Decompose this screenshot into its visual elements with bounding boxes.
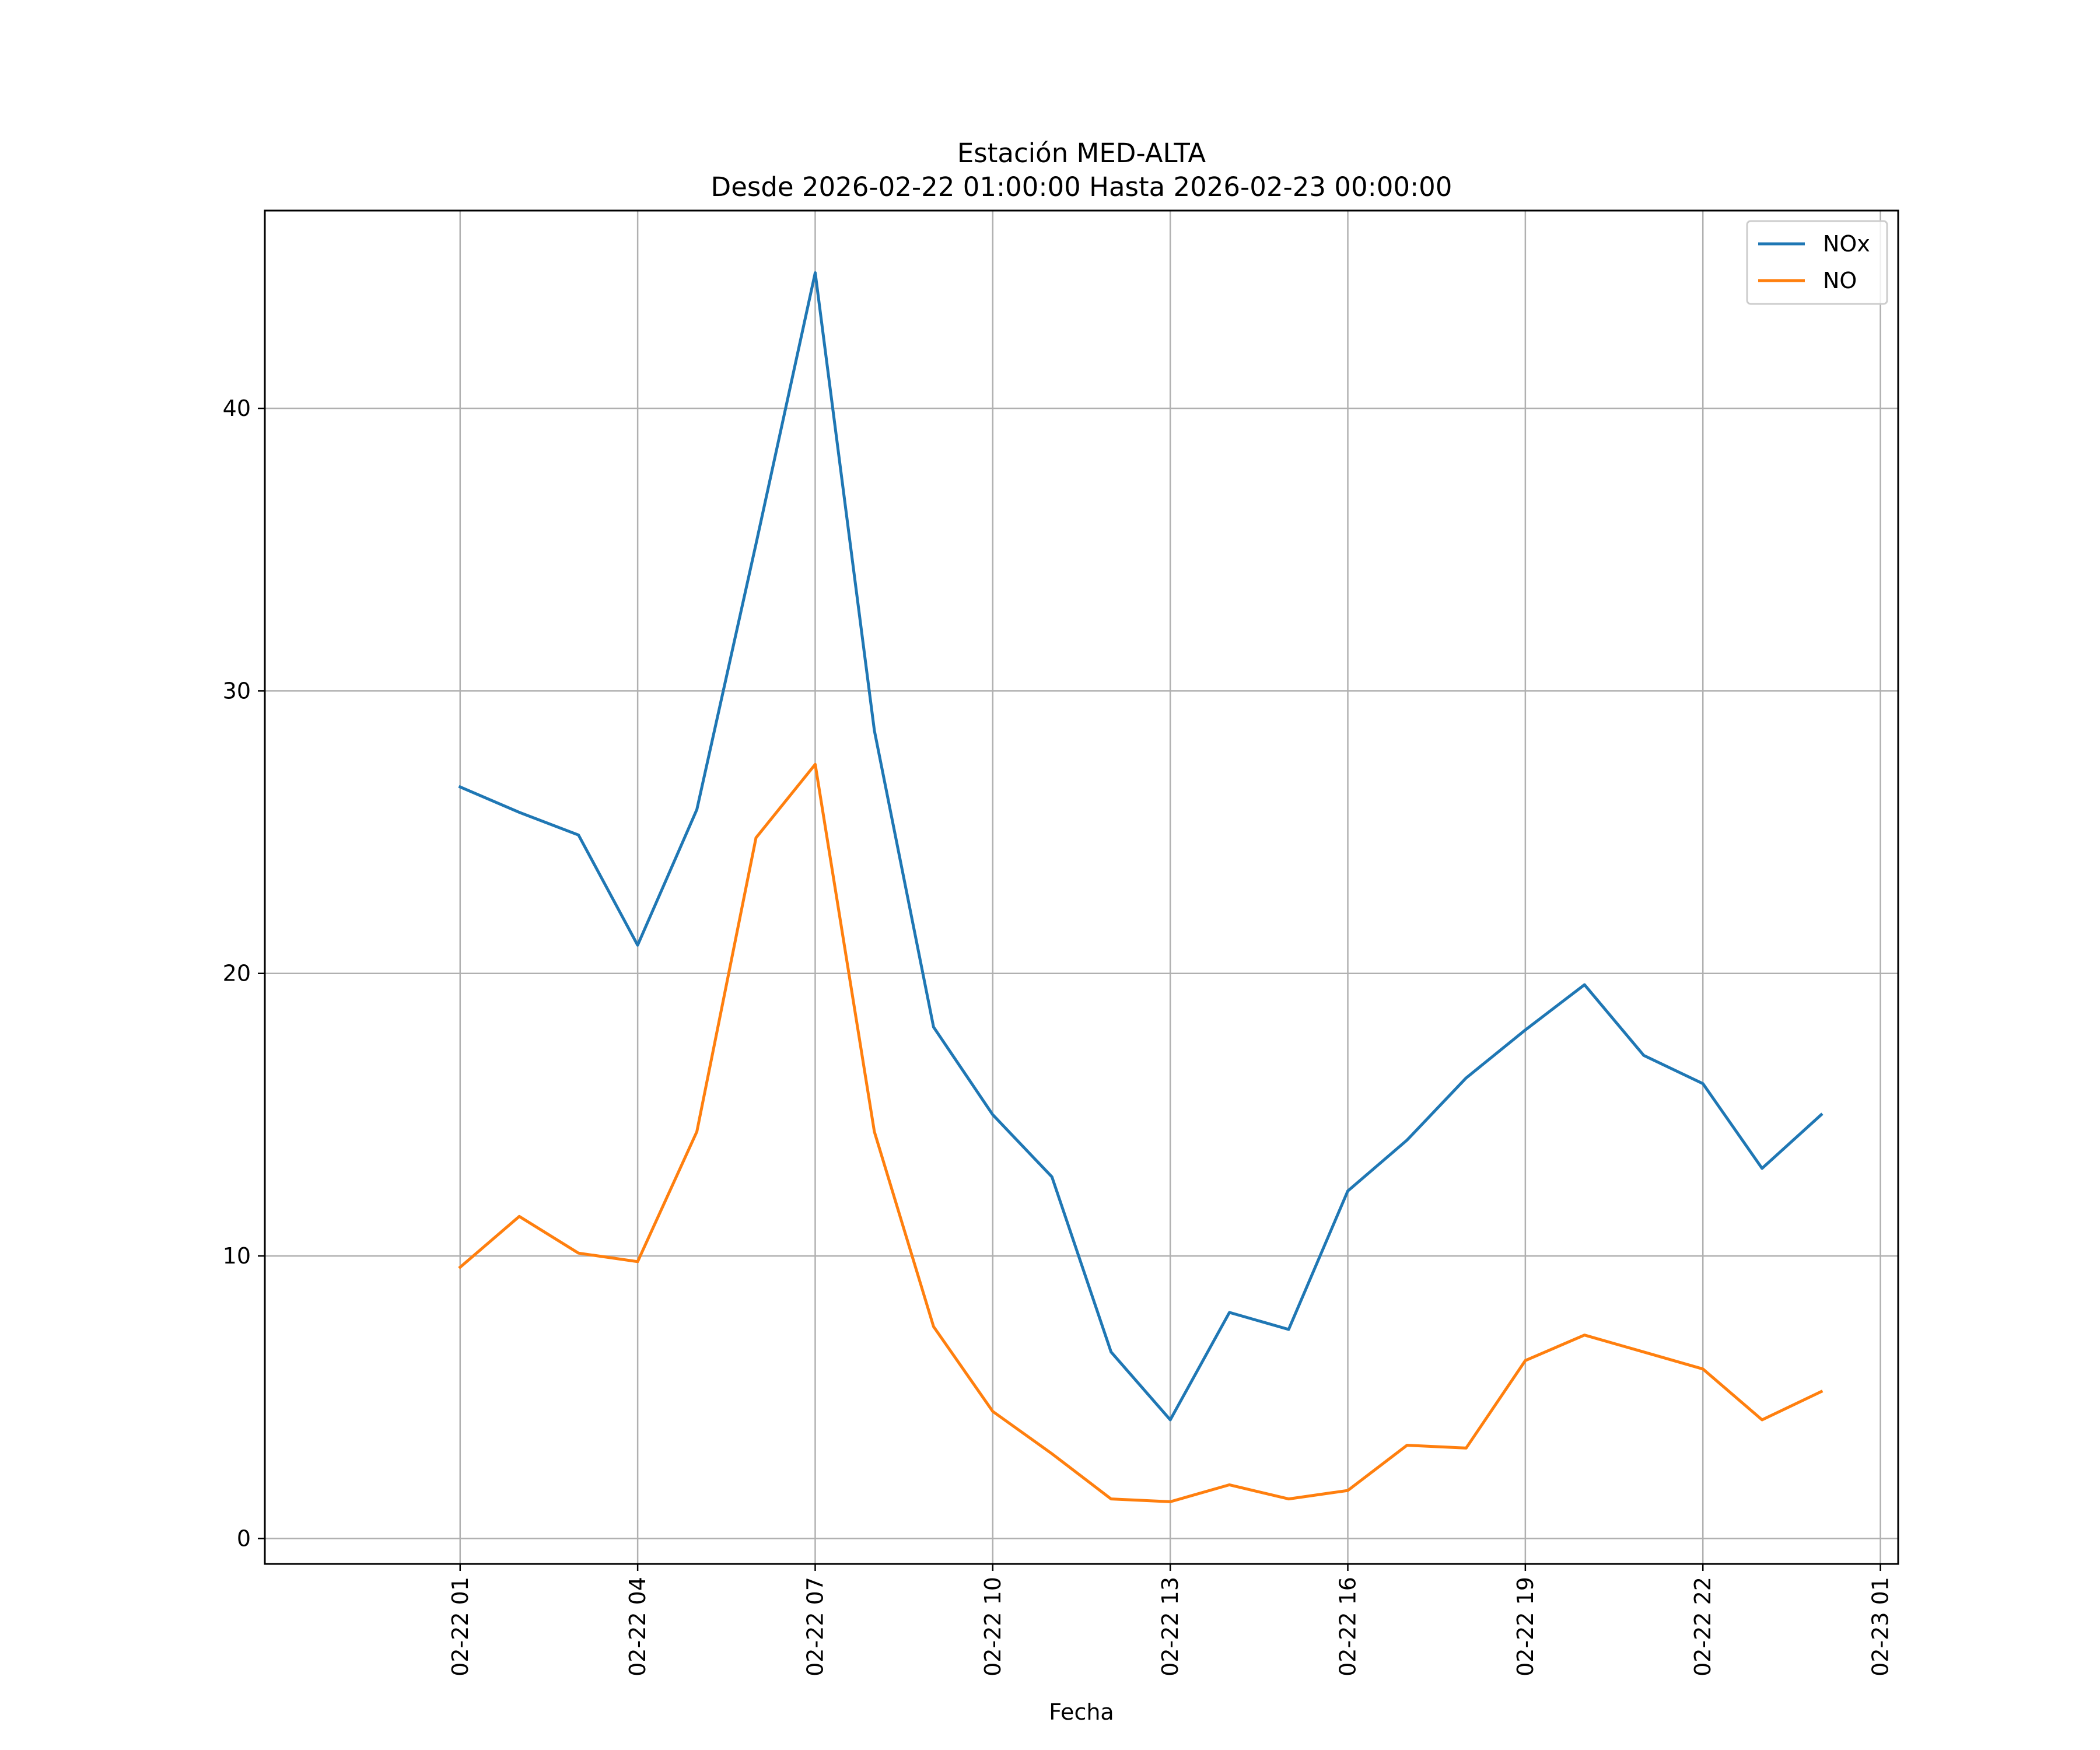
y-tick-label: 0 — [237, 1525, 251, 1551]
x-tick-label: 02-22 19 — [1513, 1577, 1538, 1676]
series-line-no — [458, 762, 1824, 1503]
y-tick-label: 20 — [223, 961, 251, 986]
y-tick-label: 10 — [223, 1243, 251, 1269]
series-lines — [458, 271, 1824, 1503]
chart-subtitle: Desde 2026-02-22 01:00:00 Hasta 2026-02-… — [711, 172, 1452, 202]
series-line-nox — [458, 271, 1824, 1422]
grid — [265, 211, 1898, 1564]
x-tick-label: 02-22 10 — [980, 1577, 1006, 1676]
ticks: 02-22 01 02-22 04 02-22 07 02-22 10 02-22 13… — [223, 396, 1894, 1676]
x-axis-label: Fecha — [1049, 1699, 1114, 1725]
x-tick-label: 02-22 13 — [1157, 1577, 1183, 1676]
x-tick-label: 02-22 04 — [625, 1577, 650, 1676]
x-tick-label: 02-22 01 — [447, 1577, 473, 1676]
x-tick-label: 02-22 16 — [1335, 1577, 1361, 1676]
x-tick-label: 02-22 22 — [1690, 1577, 1716, 1676]
y-tick-label: 40 — [223, 396, 251, 421]
y-tick-label: 30 — [223, 678, 251, 704]
legend-label-no: NO — [1823, 268, 1857, 293]
chart-title: Estación MED-ALTA — [957, 138, 1206, 169]
plot-frame — [264, 209, 1899, 1565]
legend-label-nox: NOx — [1823, 231, 1870, 257]
legend-box — [1746, 220, 1888, 305]
x-tick-label: 02-23 01 — [1868, 1577, 1894, 1676]
legend: NOx NO — [1746, 220, 1888, 305]
x-tick-label: 02-22 07 — [802, 1577, 828, 1676]
